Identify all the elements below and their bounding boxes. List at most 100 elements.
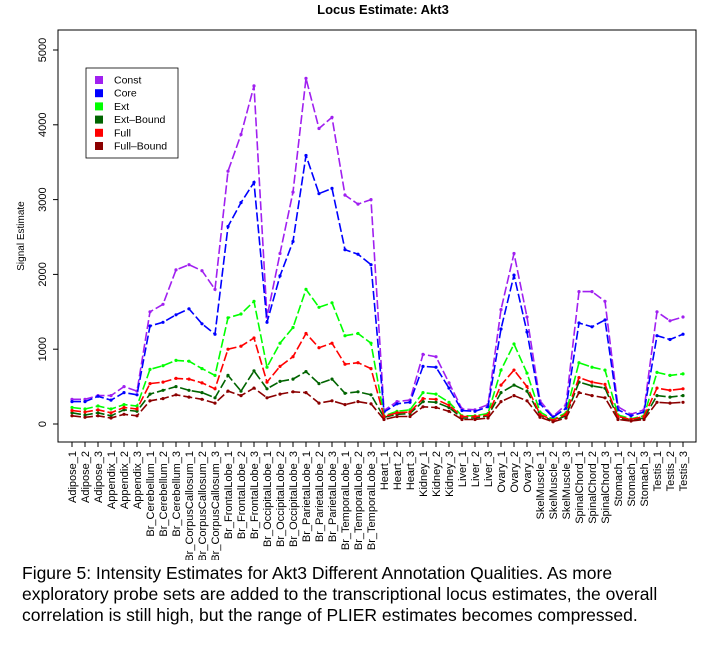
data-point xyxy=(200,381,204,385)
x-tick-label: Adipose_1 xyxy=(67,451,79,503)
data-point xyxy=(408,400,412,404)
x-tick-label: Kidney_2 xyxy=(431,451,443,497)
data-point xyxy=(330,301,334,305)
data-point xyxy=(616,417,620,422)
data-point xyxy=(369,341,373,345)
legend-swatch xyxy=(95,89,103,98)
data-point xyxy=(603,368,607,372)
data-point xyxy=(525,389,529,393)
series-full xyxy=(70,331,685,422)
x-tick-label: Br_Cerebellum_2 xyxy=(158,451,170,537)
x-tick-label: Br_ParietalLobe_3 xyxy=(327,451,339,542)
data-point xyxy=(291,190,295,194)
data-point xyxy=(174,376,178,380)
x-tick-label: Br_CorpusCallosum_3 xyxy=(210,451,222,560)
data-point xyxy=(460,414,464,419)
data-point xyxy=(226,224,230,229)
data-point xyxy=(174,358,178,362)
data-point xyxy=(213,287,217,291)
data-point xyxy=(512,368,516,372)
data-point xyxy=(499,391,503,395)
data-point xyxy=(304,153,308,158)
data-point xyxy=(681,315,685,319)
legend-swatch xyxy=(95,115,103,124)
data-point xyxy=(499,308,503,312)
data-point xyxy=(239,389,243,393)
data-point xyxy=(278,379,282,383)
data-point xyxy=(109,414,113,418)
data-point xyxy=(629,419,633,423)
data-point xyxy=(174,268,178,272)
data-point xyxy=(577,321,581,325)
data-point xyxy=(200,367,204,371)
x-tick-label: Stomach_2 xyxy=(626,451,638,507)
data-point xyxy=(161,388,165,392)
data-point xyxy=(421,364,425,368)
data-point xyxy=(460,417,464,422)
data-point xyxy=(278,364,282,368)
x-tick-label: Appendix_3 xyxy=(132,451,144,509)
data-point xyxy=(135,409,139,413)
data-point xyxy=(317,192,321,196)
data-point xyxy=(356,400,360,404)
data-point xyxy=(512,383,516,387)
data-point xyxy=(447,381,451,385)
x-tick-label: Kidney_1 xyxy=(418,451,430,497)
data-point xyxy=(421,352,425,356)
data-point xyxy=(83,400,87,404)
data-point xyxy=(304,76,308,80)
data-point xyxy=(161,320,165,324)
data-point xyxy=(343,362,347,366)
data-point xyxy=(369,367,373,371)
data-point xyxy=(109,416,113,420)
data-point xyxy=(356,361,360,365)
data-point xyxy=(681,400,685,404)
data-point xyxy=(109,394,113,398)
data-point xyxy=(434,397,438,401)
data-point xyxy=(226,169,230,173)
legend-swatch xyxy=(95,102,103,111)
data-point xyxy=(148,324,152,328)
data-point xyxy=(395,411,399,415)
data-point xyxy=(447,403,451,407)
data-point xyxy=(291,377,295,381)
data-point xyxy=(200,397,204,401)
data-point xyxy=(278,341,282,345)
x-tick-label: Liver_2 xyxy=(470,451,482,487)
data-point xyxy=(343,334,347,338)
x-tick-label: SkelMuscle_2 xyxy=(548,451,560,519)
data-point xyxy=(109,407,113,411)
data-point xyxy=(356,252,360,256)
data-point xyxy=(343,391,347,395)
x-tick-label: SkelMuscle_3 xyxy=(561,451,573,519)
data-point xyxy=(395,400,399,404)
data-point xyxy=(369,393,373,397)
data-point xyxy=(499,368,503,372)
data-point xyxy=(148,382,152,386)
x-tick-label: Br_FrontalLobe_2 xyxy=(236,451,248,539)
legend-label: Ext–Bound xyxy=(114,114,166,126)
data-point xyxy=(278,274,282,278)
data-point xyxy=(135,404,139,408)
data-point xyxy=(356,202,360,206)
data-point xyxy=(447,409,451,413)
data-point xyxy=(291,355,295,359)
data-point xyxy=(70,408,74,413)
x-tick-label: Br_ParietalLobe_1 xyxy=(301,451,313,542)
y-tick-label: 4000 xyxy=(37,113,49,137)
y-tick-label: 3000 xyxy=(37,187,49,211)
data-point xyxy=(499,327,503,331)
data-point xyxy=(473,414,477,419)
data-point xyxy=(577,391,581,395)
data-point xyxy=(291,325,295,330)
data-point xyxy=(226,347,230,351)
data-point xyxy=(681,394,685,398)
data-point xyxy=(668,373,672,377)
data-point xyxy=(174,385,178,389)
data-point xyxy=(213,401,217,405)
legend-swatch xyxy=(95,128,103,137)
x-tick-label: Br_CorpusCallosum_2 xyxy=(197,451,209,560)
data-point xyxy=(655,400,659,404)
data-point xyxy=(200,391,204,395)
x-tick-label: Kidney_3 xyxy=(444,451,456,497)
